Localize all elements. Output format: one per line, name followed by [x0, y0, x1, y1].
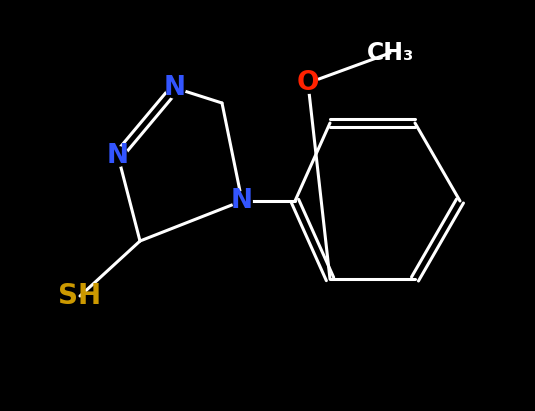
Text: N: N [231, 188, 253, 214]
Text: CH₃: CH₃ [366, 41, 414, 65]
Text: SH: SH [58, 282, 102, 310]
Text: N: N [107, 143, 129, 169]
Text: O: O [297, 70, 319, 96]
Text: N: N [164, 75, 186, 101]
